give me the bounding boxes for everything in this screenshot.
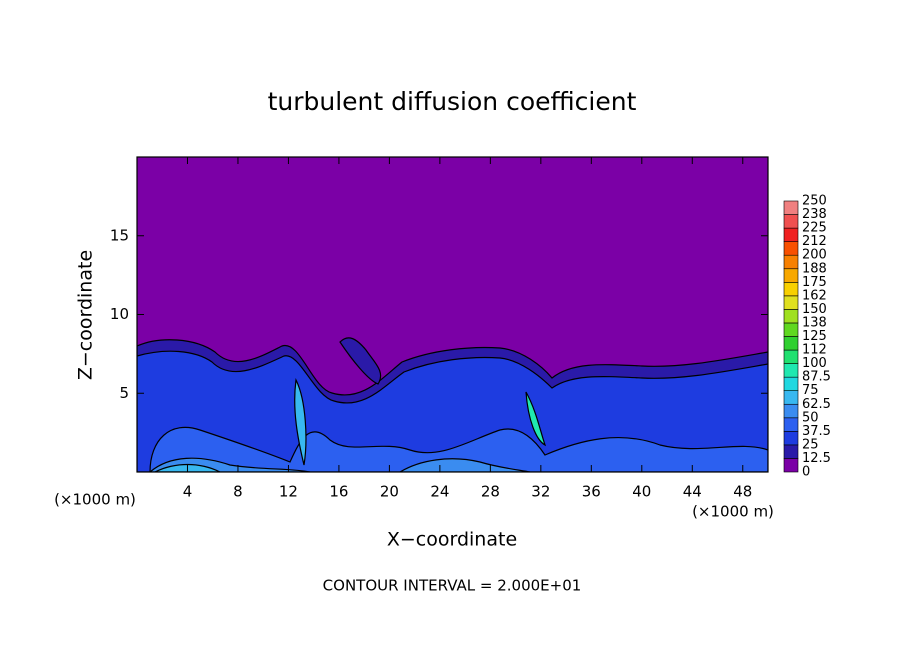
- colorbar-segment: [783, 390, 799, 405]
- colorbar-segment: [783, 336, 799, 351]
- contour-region: [525, 391, 547, 447]
- colorbar-segment: [783, 254, 799, 270]
- colorbar-segment: [783, 431, 799, 446]
- chart-title: turbulent diffusion coefficient: [268, 87, 637, 116]
- colorbar-segment: [783, 363, 799, 378]
- x-tick-label: 40: [632, 483, 651, 501]
- colorbar-segment: [783, 349, 799, 364]
- colorbar-label: 150: [802, 302, 827, 317]
- colorbar-segment: [783, 295, 799, 310]
- colorbar-label: 162: [802, 288, 827, 303]
- colorbar-label: 200: [802, 248, 827, 263]
- colorbar-segment: [783, 268, 799, 283]
- y-unit: (×1000 m): [54, 491, 136, 509]
- colorbar-segment: [783, 444, 799, 459]
- y-tick-label: 5: [119, 384, 129, 402]
- colorbar-segment: [783, 227, 799, 242]
- colorbar-label: 188: [802, 261, 827, 276]
- colorbar-segment: [783, 403, 799, 419]
- contour-region: [339, 337, 382, 385]
- colorbar-label: 212: [802, 234, 827, 249]
- x-tick-label: 28: [481, 483, 500, 501]
- y-axis-label: Z−coordinate: [75, 250, 97, 380]
- colorbar-segment: [783, 214, 799, 229]
- colorbar-segment: [783, 376, 799, 391]
- colorbar-label: 250: [802, 194, 827, 209]
- y-tick-label: 10: [110, 305, 129, 323]
- colorbar-label: 112: [802, 343, 827, 358]
- contour-region: [398, 458, 531, 472]
- x-tick-label: 4: [183, 483, 193, 501]
- colorbar-segment: [783, 309, 799, 324]
- colorbar-label: 62.5: [802, 397, 831, 412]
- colorbar-label: 50: [802, 410, 819, 425]
- colorbar-label: 25: [802, 437, 819, 452]
- x-axis-label: X−coordinate: [387, 529, 517, 551]
- colorbar-label: 125: [802, 329, 827, 344]
- colorbar-label: 75: [802, 383, 819, 398]
- colorbar-segment: [783, 281, 799, 297]
- colorbar-label: 0: [802, 465, 810, 480]
- colorbar-segment: [783, 241, 799, 256]
- y-tick-label: 15: [110, 226, 129, 244]
- colorbar-label: 225: [802, 221, 827, 236]
- colorbar-segment: [783, 417, 799, 432]
- colorbar-label: 87.5: [802, 370, 831, 385]
- x-tick-label: 32: [531, 483, 550, 501]
- x-tick-label: 36: [582, 483, 601, 501]
- colorbar-label: 100: [802, 356, 827, 371]
- colorbar-segment: [783, 200, 799, 215]
- x-tick-label: 12: [279, 483, 298, 501]
- colorbar-label: 12.5: [802, 451, 831, 466]
- footer: CONTOUR INTERVAL = 2.000E+01: [323, 577, 582, 595]
- contour-region: [294, 377, 307, 466]
- x-tick-label: 16: [329, 483, 348, 501]
- x-tick-label: 44: [683, 483, 702, 501]
- colorbar-label: 238: [802, 207, 827, 222]
- x-unit: (×1000 m): [692, 503, 774, 521]
- x-tick-label: 24: [430, 483, 449, 501]
- x-tick-label: 48: [733, 483, 752, 501]
- field: [137, 157, 768, 472]
- colorbar-label: 175: [802, 275, 827, 290]
- colorbar-segment: [783, 322, 799, 337]
- colorbar-label: 37.5: [802, 424, 831, 439]
- x-tick-label: 8: [233, 483, 243, 501]
- colorbar-label: 138: [802, 315, 827, 330]
- colorbar-segment: [783, 458, 799, 473]
- x-tick-label: 20: [380, 483, 399, 501]
